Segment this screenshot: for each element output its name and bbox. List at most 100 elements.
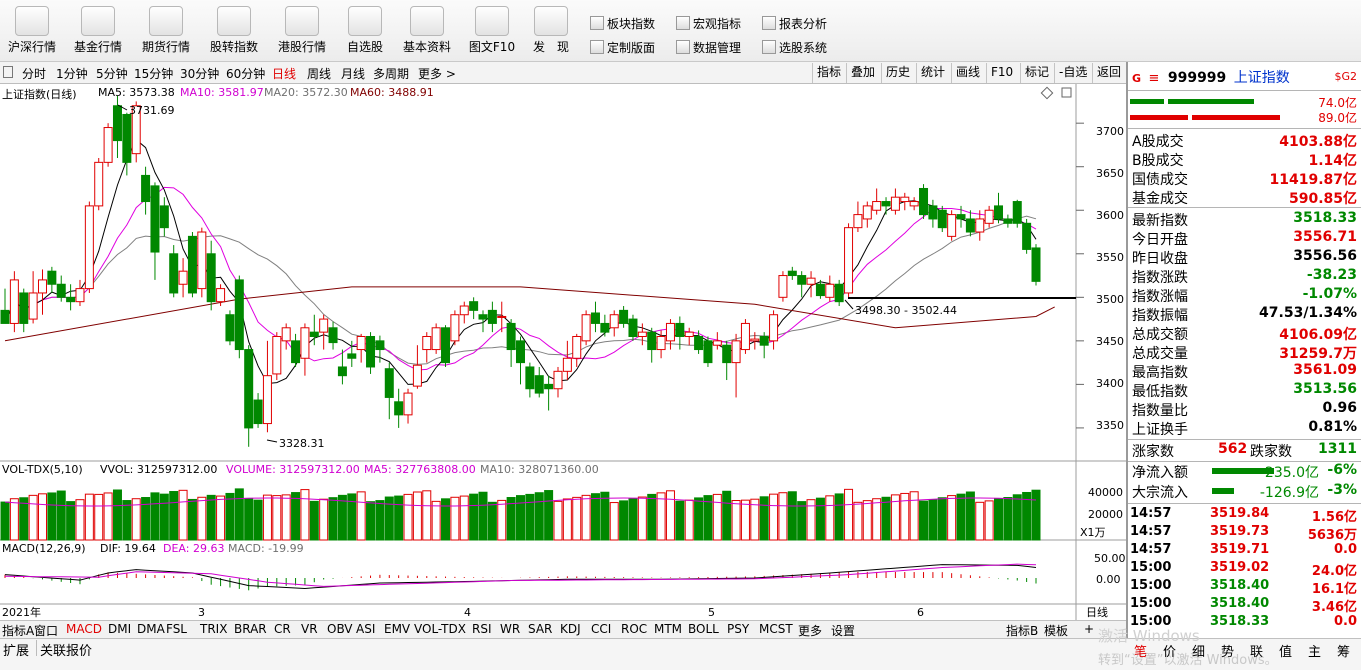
candle	[225, 310, 235, 346]
candle	[637, 323, 647, 346]
period-tab-15min[interactable]: 15分钟	[134, 67, 174, 81]
toolbar-button-f10[interactable]: 图文F10	[464, 6, 520, 58]
tool-draw[interactable]: 画线	[951, 63, 984, 83]
indicator-tab[interactable]: MACD	[66, 622, 102, 636]
volume-bar	[534, 492, 544, 541]
indicator-tab[interactable]: ROC	[621, 622, 648, 636]
tool-back[interactable]: 返回	[1092, 63, 1125, 83]
footer-tab[interactable]: 价	[1163, 645, 1177, 660]
price-tick-3450: 3450	[1096, 335, 1124, 348]
period-tab-60min[interactable]: 60分钟	[226, 67, 266, 81]
kline-chart[interactable]: 3731.69 3328.31 3498.30 - 3502.44 3700 3…	[0, 84, 1126, 620]
candle	[506, 319, 516, 367]
indicator-tab[interactable]: CCI	[591, 622, 612, 636]
footer-tab[interactable]: 值	[1279, 645, 1293, 660]
indicator-tab[interactable]: DMI	[108, 622, 132, 636]
indicator-tab[interactable]: EMV	[384, 622, 411, 636]
indicator-tab[interactable]: WR	[500, 622, 521, 636]
toolbar-button-fund[interactable]: 基金行情	[70, 6, 126, 58]
toolbar-button-discover[interactable]: 发 现	[526, 6, 576, 58]
indicator-tab[interactable]: MCST	[759, 622, 793, 636]
square-icon[interactable]	[1061, 87, 1072, 98]
indicator-tab[interactable]: 指标A	[2, 624, 35, 638]
tool-history[interactable]: 历史	[881, 63, 914, 83]
toolbar-custom-layout[interactable]: 定制版面	[590, 38, 655, 56]
period-tab-weekly[interactable]: 周线	[307, 67, 332, 81]
period-tab-more[interactable]: 更多 >	[418, 67, 456, 81]
diamond-icon[interactable]	[1040, 86, 1054, 100]
period-tab-1min[interactable]: 1分钟	[56, 67, 88, 81]
indicator-tab-right[interactable]: 指标B	[1006, 624, 1039, 638]
candle	[703, 336, 713, 367]
menu-icon[interactable]: ≡	[1148, 71, 1160, 86]
indicator-tab[interactable]: MTM	[654, 622, 683, 636]
indicator-tab[interactable]: ASI	[356, 622, 376, 636]
toolbar-button-market[interactable]: 沪深行情	[4, 6, 60, 58]
indicator-tab[interactable]: KDJ	[560, 622, 581, 636]
toolbar-button-transfer-index[interactable]: 股转指数	[206, 6, 262, 58]
footer-tab[interactable]: 势	[1221, 645, 1235, 660]
period-tab-monthly[interactable]: 月线	[341, 67, 366, 81]
tool-mark[interactable]: 标记	[1020, 63, 1053, 83]
tool-stats[interactable]: 统计	[916, 63, 949, 83]
volume-bar	[487, 501, 497, 541]
period-tab-multi[interactable]: 多周期	[373, 67, 410, 81]
indicator-tab[interactable]: SAR	[528, 622, 553, 636]
indicator-tab[interactable]: 更多	[798, 624, 823, 638]
footer-tab[interactable]: 主	[1308, 645, 1322, 660]
tool-f10[interactable]: F10	[986, 63, 1017, 83]
expand-tab[interactable]: 扩展	[3, 644, 30, 659]
toolbar-button-futures[interactable]: 期货行情	[138, 6, 194, 58]
toolbar-button-hk[interactable]: 港股行情	[274, 6, 330, 58]
indicator-tab[interactable]: VOL-TDX	[414, 622, 466, 636]
period-tab-intraday[interactable]: 分时	[22, 67, 47, 81]
indicator-tab[interactable]: OBV	[327, 622, 353, 636]
toolbar-macro-indicator[interactable]: 宏观指标	[676, 14, 741, 32]
candle	[412, 345, 422, 389]
footer-tab[interactable]: 笔	[1134, 645, 1148, 660]
candle	[187, 232, 197, 298]
indicator-tab[interactable]: PSY	[727, 622, 750, 636]
toolbar-stock-picker[interactable]: 选股系统	[762, 38, 827, 56]
candle	[281, 323, 291, 350]
tool-overlay[interactable]: 叠加	[846, 63, 879, 83]
toolbar-report-analysis[interactable]: 报表分析	[762, 14, 827, 32]
indicator-tab[interactable]: 窗口	[34, 624, 59, 638]
candle	[328, 321, 338, 350]
candle	[253, 393, 263, 428]
volume-bar	[103, 492, 113, 541]
indicator-tab[interactable]: DMA	[137, 622, 165, 636]
indicator-tab[interactable]: BOLL	[688, 622, 719, 636]
vol-tick-40000: 40000	[1088, 486, 1123, 499]
toolbar-button-watchlist[interactable]: 自选股	[340, 6, 390, 58]
price-tick-3500: 3500	[1096, 293, 1124, 306]
footer-tab[interactable]: 联	[1250, 645, 1264, 660]
volume-bar	[356, 491, 366, 541]
footer-tab[interactable]: 细	[1192, 645, 1206, 660]
volume-bar	[947, 495, 957, 541]
indicator-tab[interactable]: FSL	[166, 622, 187, 636]
indicator-tab[interactable]: VR	[301, 622, 318, 636]
tool-add-watchlist[interactable]: -自选	[1054, 63, 1091, 83]
candle	[534, 366, 544, 398]
period-tab-daily[interactable]: 日线	[272, 67, 297, 81]
period-tab-5min[interactable]: 5分钟	[96, 67, 128, 81]
related-quote-tab[interactable]: 关联报价	[36, 640, 92, 659]
footer-tab[interactable]: 筹	[1337, 645, 1351, 660]
indicator-tab[interactable]: TRIX	[200, 622, 228, 636]
indicator-tab[interactable]: RSI	[472, 622, 492, 636]
date-label-march: 3	[198, 606, 205, 619]
tool-indicator[interactable]: 指标	[812, 63, 845, 83]
indicator-tab[interactable]: CR	[274, 622, 291, 636]
indicator-tab-right[interactable]: 模板	[1044, 624, 1069, 638]
indicator-tab[interactable]: BRAR	[234, 622, 267, 636]
volume-bar	[478, 491, 488, 541]
toolbar-sector-index[interactable]: 板块指数	[590, 14, 655, 32]
indicator-tab[interactable]: 设置	[831, 624, 856, 638]
collapse-icon[interactable]	[3, 66, 13, 78]
period-tab-30min[interactable]: 30分钟	[180, 67, 220, 81]
toolbar-data-manage[interactable]: 数据管理	[676, 38, 741, 56]
candle	[1012, 199, 1022, 228]
indicator-tab-right[interactable]: +	[1084, 622, 1095, 636]
toolbar-button-basic-info[interactable]: 基本资料	[398, 6, 456, 58]
